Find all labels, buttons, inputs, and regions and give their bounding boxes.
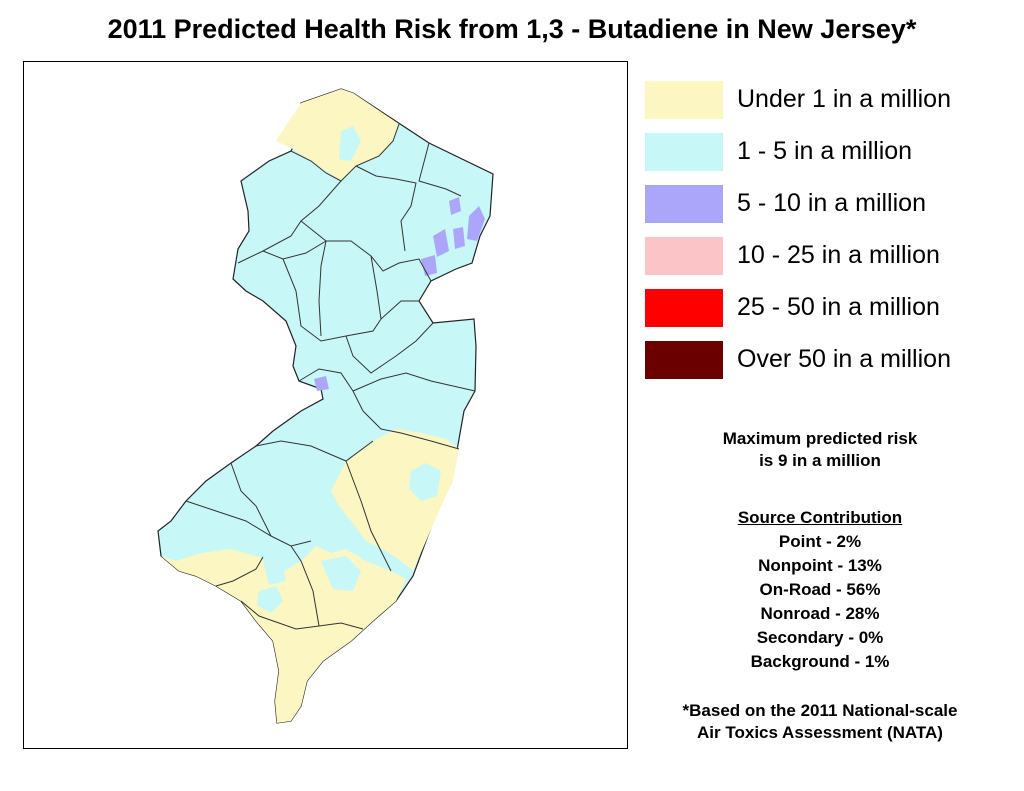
legend-item-1to5: 1 - 5 in a million — [645, 133, 1005, 171]
legend-swatch — [645, 341, 723, 379]
legend-swatch — [645, 237, 723, 275]
legend-swatch — [645, 81, 723, 119]
legend-label: 10 - 25 in a million — [737, 241, 940, 269]
legend-item-10to25: 10 - 25 in a million — [645, 237, 1005, 275]
map-title: 2011 Predicted Health Risk from 1,3 - Bu… — [107, 14, 917, 44]
legend-label: 1 - 5 in a million — [737, 137, 913, 165]
legend-label: Over 50 in a million — [737, 345, 951, 373]
legend-label: 5 - 10 in a million — [737, 189, 926, 217]
source-item-nonroad: Nonroad - 28% — [760, 604, 880, 623]
legend-swatch — [645, 133, 723, 171]
max-risk-note: Maximum predicted risk is 9 in a million — [620, 428, 1020, 472]
source-item-point: Point - 2% — [778, 532, 862, 551]
trenton-5to10-patch — [314, 376, 329, 391]
footnote-line2: Air Toxics Assessment (NATA) — [697, 723, 943, 742]
legend-item-over50: Over 50 in a million — [645, 341, 1005, 379]
legend-label: 25 - 50 in a million — [737, 293, 940, 321]
camden-cyan-patch — [263, 557, 286, 585]
legend-swatch — [645, 185, 723, 223]
source-contribution-heading: Source Contribution — [737, 508, 903, 527]
southern-under1-area — [161, 546, 406, 723]
source-item-secondary: Secondary - 0% — [756, 628, 884, 647]
source-item-background: Background - 1% — [750, 652, 890, 671]
source-contribution: Source Contribution Point - 2% Nonpoint … — [620, 506, 1020, 674]
legend-item-5to10: 5 - 10 in a million — [645, 185, 1005, 223]
coastal-cyan-patch — [409, 463, 441, 501]
max-risk-line1: Maximum predicted risk — [722, 429, 918, 448]
nj-county-map — [157, 88, 494, 724]
sussex-cyan-patch — [339, 126, 361, 161]
atlantic-cyan-patch — [321, 556, 361, 591]
max-risk-line2: is 9 in a million — [759, 451, 881, 470]
source-item-nonpoint: Nonpoint - 13% — [758, 556, 882, 575]
hudson-5to10-patches — [421, 197, 485, 276]
county-boundaries — [185, 123, 476, 630]
south-cyan-patch — [257, 586, 283, 613]
legend-item-25to50: 25 - 50 in a million — [645, 289, 1005, 327]
footnote: *Based on the 2011 National-scale Air To… — [620, 700, 1020, 744]
legend-item-under1: Under 1 in a million — [645, 81, 1005, 119]
source-item-onroad: On-Road - 56% — [759, 580, 881, 599]
sussex-under1-area — [276, 89, 399, 181]
nj-map — [23, 61, 628, 749]
legend-swatch — [645, 289, 723, 327]
legend-label: Under 1 in a million — [737, 85, 951, 113]
footnote-line1: *Based on the 2011 National-scale — [682, 701, 958, 720]
